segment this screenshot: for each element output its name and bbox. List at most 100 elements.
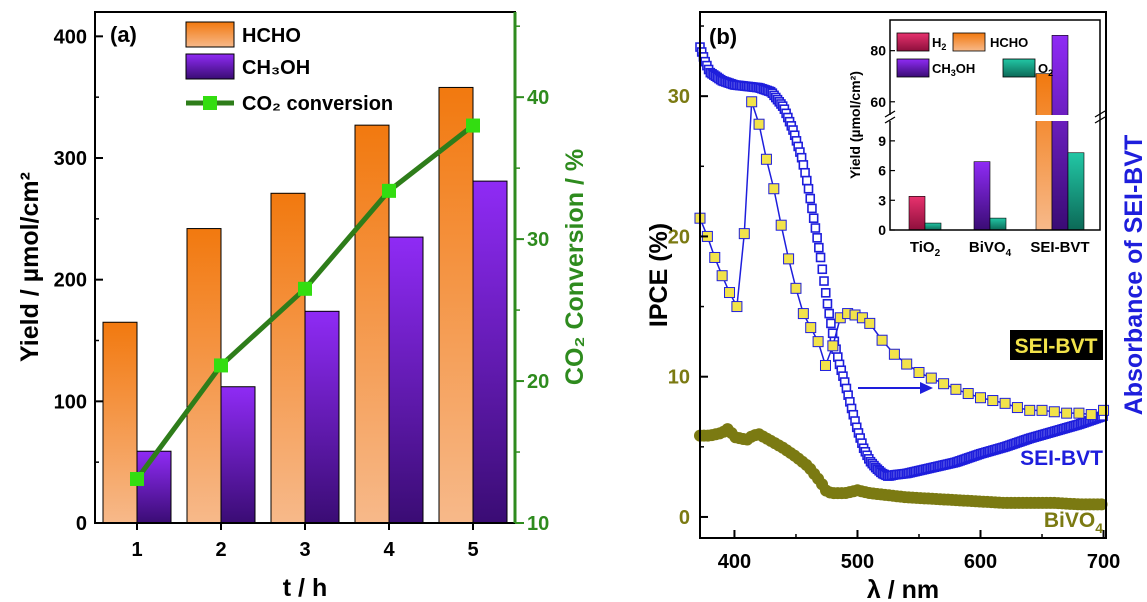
sei-bvt-ipce-point <box>731 301 743 313</box>
inset-legend-h2-label: H2 <box>932 35 946 52</box>
sei-bvt-absorbance-point <box>798 160 809 170</box>
sei-bvt-ipce-point <box>1048 406 1060 418</box>
sei-bvt-ipce-point <box>709 251 721 263</box>
panel-b-frame <box>699 11 1107 539</box>
sei-bvt-ipce-point <box>827 340 839 352</box>
sei-bvt-ipce-point <box>1085 409 1097 421</box>
inset-chart: 0 3 6 9 60 80 Yield (µmol/cm²) H2 HCHO CH3OH … <box>847 19 1106 259</box>
sei-bvt-ipce-point <box>746 96 758 108</box>
sei-bvt-absorbance-label: SEI-BVT <box>1020 447 1103 470</box>
inset-y-axis-title: Yield (µmol/cm²) <box>847 71 863 179</box>
inset-y-tick-label: 6 <box>878 163 886 179</box>
x-tick-label: 5 <box>467 539 478 561</box>
sei-bvt-absorbance-point <box>822 298 833 309</box>
co2-conversion-line <box>130 118 480 486</box>
sei-bvt-absorbance-point <box>807 203 817 214</box>
left-y-tick-label: 300 <box>54 148 87 170</box>
sei-bvt-ipce-point <box>738 228 750 240</box>
sei-bvt-absorbance-point <box>808 213 819 223</box>
inset-legend-hcho-label: HCHO <box>990 35 1028 50</box>
sei-bvt-ipce-point <box>1098 404 1110 416</box>
co2-conversion-point <box>298 281 312 296</box>
left-y-tick-label: 100 <box>54 391 87 413</box>
wavelength-x-tick-label: 500 <box>841 551 874 573</box>
co2-conversion-point <box>130 471 144 486</box>
legend-hcho-swatch <box>185 21 235 48</box>
inset-y-tick-label: 60 <box>870 94 886 110</box>
x-tick-label: 2 <box>215 539 226 561</box>
legend-ch3oh-label: CH₃OH <box>242 57 310 79</box>
ch3oh-bar <box>220 386 256 524</box>
ipce-y-tick-label: 30 <box>668 86 690 108</box>
panel-a-y-axis-title: Yield / µmol/cm² <box>16 172 44 362</box>
sei-bvt-ipce-point <box>1024 404 1036 416</box>
sei-bvt-ipce-point <box>975 392 987 404</box>
wavelength-x-ticks: 400 500 600 700 <box>718 530 1120 573</box>
sei-bvt-absorbance-point <box>800 167 810 178</box>
sei-bvt-absorbance-point <box>819 276 829 286</box>
inset-category-tio2: TiO2 <box>910 239 941 259</box>
inset-category-bivo4: BiVO4 <box>969 239 1012 259</box>
inset-bars <box>908 35 1085 231</box>
sei-bvt-absorbance-point <box>824 308 834 319</box>
panel-b-label: (b) <box>709 24 737 49</box>
co2-conversion-point <box>214 358 228 373</box>
ipce-y-tick-label: 10 <box>668 367 690 389</box>
ch3oh-bar <box>388 236 424 524</box>
sei-bvt-ipce-point <box>856 312 868 324</box>
panel-a: 0 100 200 300 400 10 20 30 40 1 2 3 4 5 (a) HCHO CH… <box>16 11 589 602</box>
hcho-bar <box>438 86 474 524</box>
inset-o2-bar <box>1067 152 1085 231</box>
hcho-bar <box>270 192 306 524</box>
sei-bvt-ipce-point <box>950 383 962 395</box>
left-y-tick-label: 400 <box>54 26 87 48</box>
sei-bvt-ipce-point <box>1073 407 1085 419</box>
right-y-tick-label: 20 <box>527 371 549 393</box>
sei-bvt-ipce-point <box>938 378 950 390</box>
inset-legend-hcho-swatch <box>952 32 986 52</box>
sei-bvt-ipce-point <box>819 359 831 371</box>
inset-y-tick-label: 3 <box>878 192 886 208</box>
x-ticks: 1 2 3 4 5 <box>131 523 479 561</box>
sei-bvt-ipce-point <box>753 118 765 130</box>
inset-o2-bar <box>989 217 1007 231</box>
inset-y-tick-label: 80 <box>870 43 886 59</box>
inset-legend: H2 HCHO CH3OH O2 <box>896 32 1053 78</box>
ipce-y-ticks: 0 10 20 30 <box>668 25 708 529</box>
sei-bvt-ipce-point <box>888 348 900 360</box>
sei-bvt-ipce-point <box>716 270 728 282</box>
panel-a-bars <box>102 86 508 524</box>
sei-bvt-ipce-point <box>925 372 937 384</box>
inset-legend-o2-swatch <box>1002 58 1036 78</box>
wavelength-x-tick-label: 400 <box>718 551 751 573</box>
sei-bvt-absorbance-point <box>820 288 831 298</box>
sei-bvt-label-box <box>1010 330 1103 360</box>
sei-bvt-ipce-point <box>724 287 736 299</box>
x-tick-label: 3 <box>299 539 310 561</box>
sei-bvt-ipce-point <box>1061 407 1073 419</box>
sei-bvt-ipce-point <box>790 282 802 294</box>
ch3oh-bar <box>136 450 172 524</box>
sei-bvt-ipce-point <box>812 336 824 348</box>
sei-bvt-absorbance-point <box>817 264 828 275</box>
sei-bvt-ipce-point <box>864 317 876 329</box>
sei-bvt-ipce-point <box>1036 404 1048 416</box>
sei-bvt-absorbance-point <box>826 318 836 329</box>
sei-bvt-ipce-label: SEI-BVT <box>1015 335 1098 358</box>
left-y-tick-label: 200 <box>54 270 87 292</box>
sei-bvt-ipce-point <box>876 334 888 346</box>
panel-a-legend: HCHO CH₃OH CO₂ conversion <box>185 21 393 115</box>
sei-bvt-ipce-point <box>783 253 795 265</box>
inset-category-sei-bvt: SEI-BVT <box>1030 239 1089 256</box>
inset-ch3oh-bar <box>973 161 991 231</box>
inset-y-tick-label: 9 <box>878 133 886 149</box>
inset-hcho-bar <box>1035 73 1053 231</box>
panel-b-series <box>694 42 1110 511</box>
inset-ch3oh-bar <box>1051 35 1069 231</box>
legend-ch3oh-swatch <box>185 53 235 80</box>
inset-legend-ch3oh-label: CH3OH <box>932 61 975 78</box>
left-y-ticks: 0 100 200 300 400 <box>54 26 103 535</box>
panel-b-y-axis-title: IPCE (%) <box>645 223 673 327</box>
sei-bvt-ipce-point <box>1011 402 1023 414</box>
